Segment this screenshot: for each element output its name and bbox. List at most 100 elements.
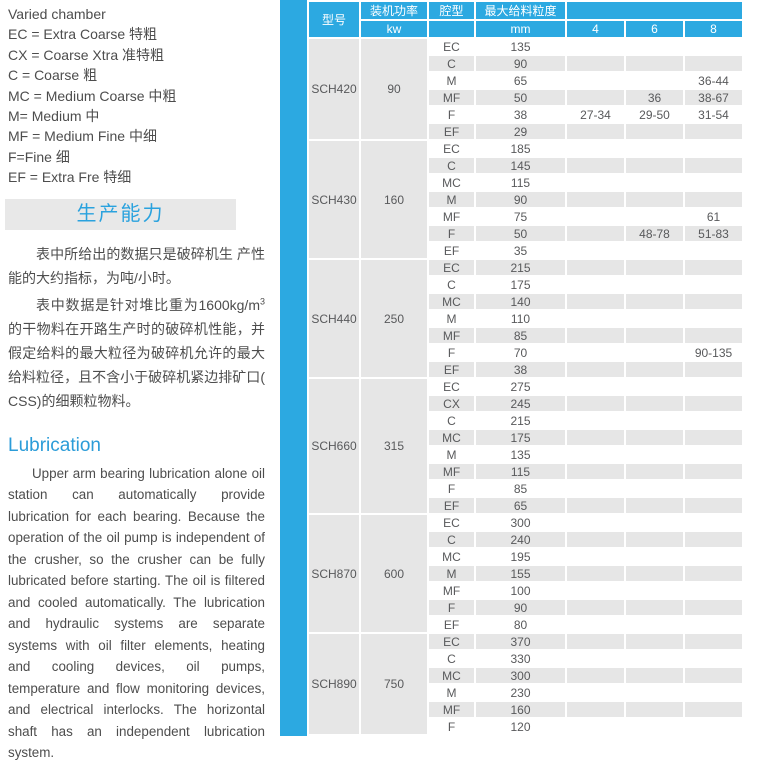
chamber-cell: EC (429, 141, 476, 158)
chamber-cell: C (429, 532, 476, 549)
capacity-cell-6 (626, 362, 685, 379)
legend-line: MF = Medium Fine 中细 (8, 128, 157, 145)
capacity-cell-4: 27-34 (567, 107, 626, 124)
feed-size-cell: 90 (476, 56, 567, 73)
table-row: MF 75 61 (309, 209, 744, 226)
capacity-cell-8: 31-54 (685, 107, 744, 124)
feed-size-cell: 215 (476, 413, 567, 430)
chamber-cell: F (429, 226, 476, 243)
capacity-cell-6: 29-50 (626, 107, 685, 124)
table-row: C 240 (309, 532, 744, 549)
capacity-cell-4 (567, 362, 626, 379)
table-row: F 50 48-78 51-83 (309, 226, 744, 243)
css-header-spacer (567, 2, 744, 21)
capacity-cell-4 (567, 430, 626, 447)
capacity-cell-6 (626, 481, 685, 498)
table-row: MC 115 (309, 175, 744, 192)
capacity-cell-8: 38-67 (685, 90, 744, 107)
chamber-cell: EC (429, 260, 476, 277)
table-row: MC 300 (309, 668, 744, 685)
model-cell: SCH420 (309, 39, 361, 141)
power-cell: 250 (361, 260, 429, 379)
capacity-cell-6 (626, 209, 685, 226)
capacity-cell-6 (626, 447, 685, 464)
capacity-cell-8 (685, 464, 744, 481)
capacity-cell-4 (567, 158, 626, 175)
feed-size-cell: 175 (476, 277, 567, 294)
capacity-cell-4 (567, 90, 626, 107)
capacity-cell-4 (567, 498, 626, 515)
feed-size-cell: 115 (476, 464, 567, 481)
chamber-cell: EC (429, 634, 476, 651)
capacity-cell-8 (685, 379, 744, 396)
legend-line: C = Coarse 粗 (8, 67, 98, 84)
chamber-cell: MF (429, 328, 476, 345)
feed-size-cell: 145 (476, 158, 567, 175)
table-row: M 155 (309, 566, 744, 583)
capacity-cell-4 (567, 328, 626, 345)
chamber-cell: M (429, 685, 476, 702)
feed-size-cell: 230 (476, 685, 567, 702)
chamber-cell: C (429, 413, 476, 430)
table-row: C 215 (309, 413, 744, 430)
feed-size-cell: 85 (476, 328, 567, 345)
table-row: MF 50 36 38-67 (309, 90, 744, 107)
feed-size-cell: 65 (476, 73, 567, 90)
chamber-cell: EF (429, 362, 476, 379)
capacity-cell-4 (567, 141, 626, 158)
feed-size-cell: 75 (476, 209, 567, 226)
table-row: C 145 (309, 158, 744, 175)
chamber-cell: M (429, 447, 476, 464)
chamber-header-spacer (429, 21, 476, 39)
capacity-cell-8 (685, 430, 744, 447)
capacity-cell-4 (567, 549, 626, 566)
chamber-cell: EF (429, 243, 476, 260)
chamber-cell: M (429, 73, 476, 90)
capacity-cell-6 (626, 532, 685, 549)
feed-size-cell: 300 (476, 668, 567, 685)
capacity-cell-6 (626, 668, 685, 685)
feed-size-cell: 195 (476, 549, 567, 566)
capacity-cell-6 (626, 39, 685, 56)
accent-stripe (280, 0, 307, 736)
capacity-cell-8 (685, 617, 744, 634)
table-row: MF 160 (309, 702, 744, 719)
capacity-cell-6 (626, 311, 685, 328)
capacity-banner: 生产能力 (5, 198, 236, 230)
capacity-cell-6 (626, 175, 685, 192)
capacity-cell-6 (626, 158, 685, 175)
capacity-cell-8 (685, 447, 744, 464)
chamber-cell: C (429, 651, 476, 668)
capacity-cell-4 (567, 447, 626, 464)
capacity-cell-8 (685, 158, 744, 175)
model-cell: SCH870 (309, 515, 361, 634)
chamber-cell: MC (429, 294, 476, 311)
feed-size-cell: 70 (476, 345, 567, 362)
capacity-cell-6 (626, 498, 685, 515)
capacity-cell-6 (626, 379, 685, 396)
capacity-cell-8: 90-135 (685, 345, 744, 362)
feed-size-cell: 65 (476, 498, 567, 515)
capacity-note-2: 表中数据是针对堆比重为1600kg/m3 的干物料在开路生产时的破碎机性能，并假定… (8, 293, 265, 413)
table-row: SCH870 600 EC 300 (309, 515, 744, 634)
table-row: EF 65 (309, 498, 744, 515)
chamber-cell: M (429, 311, 476, 328)
capacity-cell-6 (626, 617, 685, 634)
feed-size-cell: 100 (476, 583, 567, 600)
capacity-cell-6 (626, 73, 685, 90)
table-row: F 120 (309, 719, 744, 736)
capacity-cell-8 (685, 56, 744, 73)
table-row: F 70 90-135 (309, 345, 744, 362)
capacity-note-1: 表中所给出的数据只是破碎机生 产性能的大约指标，为吨/小时。 (8, 245, 265, 286)
table-row: M 110 (309, 311, 744, 328)
capacity-cell-4 (567, 56, 626, 73)
table-row: EF 80 (309, 617, 744, 634)
capacity-cell-4 (567, 209, 626, 226)
table-row: C 330 (309, 651, 744, 668)
chamber-cell: F (429, 481, 476, 498)
table-row: F 90 (309, 600, 744, 617)
capacity-cell-4 (567, 277, 626, 294)
capacity-cell-4 (567, 396, 626, 413)
capacity-cell-6 (626, 124, 685, 141)
legend-line: EF = Extra Fre 特细 (8, 169, 132, 186)
